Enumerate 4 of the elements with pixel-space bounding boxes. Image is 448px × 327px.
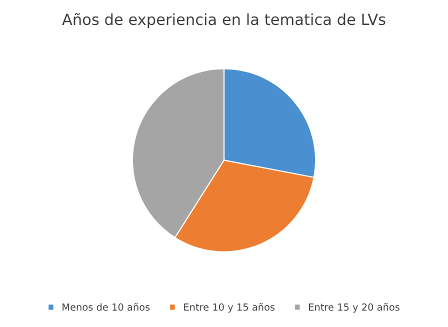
legend-label: Entre 10 y 15 años [184,303,275,313]
legend-label: Menos de 10 años [62,303,150,311]
chart-title: Años de experiencia en la tematica de LVs [62,13,386,28]
legend-label: Entre 15 y 20 años [309,303,400,313]
